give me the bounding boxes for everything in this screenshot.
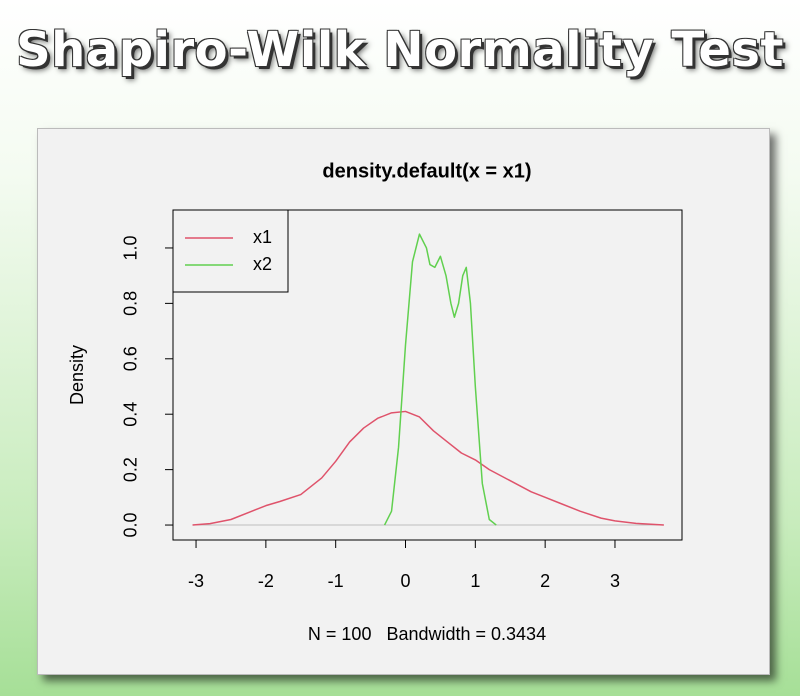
x-tick-label: 1 [470,571,480,591]
chart-panel [37,128,770,675]
y-tick-label: 0.8 [121,291,141,316]
density-line [383,233,497,526]
x-tick-label: 2 [540,571,550,591]
x-tick-label: 0 [400,571,410,591]
chart-title: density.default(x = x1) [322,160,531,182]
x-tick-label: -2 [258,571,274,591]
y-tick-label: 1.0 [121,235,141,260]
x-tick-label: 3 [610,571,620,591]
x-axis-label: N = 100 Bandwidth = 0.3434 [308,624,546,644]
page-title: Shapiro-Wilk Normality Test [16,22,784,78]
y-tick-label: 0.2 [121,457,141,482]
y-tick-label: 0.4 [121,402,141,427]
legend-label: x1 [253,227,272,247]
density-line [192,410,664,526]
x-tick-label: -3 [188,571,204,591]
y-tick-label: 0.6 [121,346,141,371]
legend-label: x2 [253,254,272,274]
y-tick-label: 0.0 [121,513,141,538]
x-tick-label: -1 [328,571,344,591]
y-axis-label: Density [67,345,87,405]
legend-box [172,209,289,293]
